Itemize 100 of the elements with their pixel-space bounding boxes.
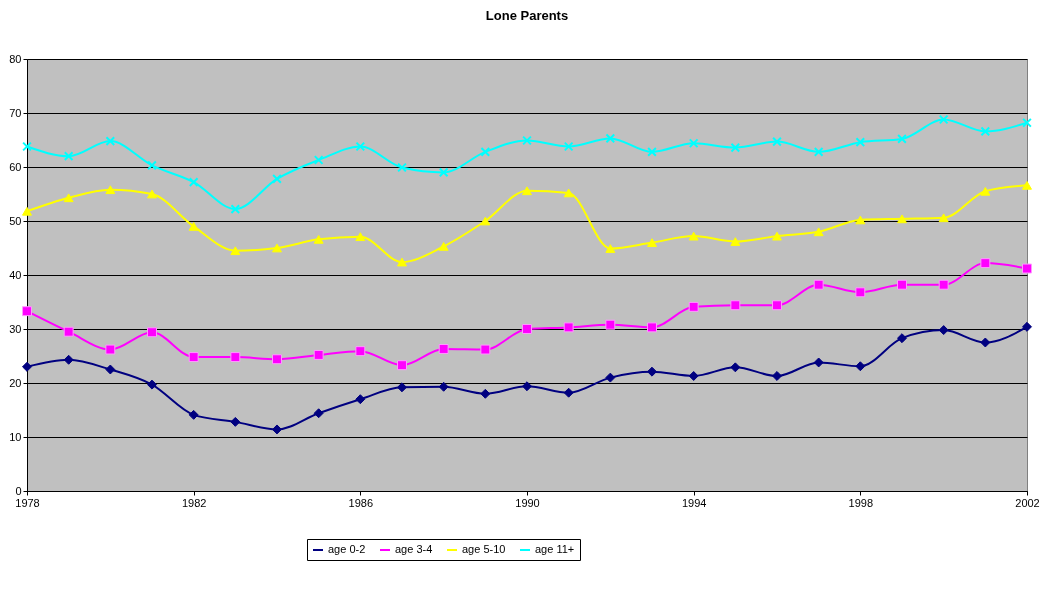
point — [397, 360, 407, 371]
point — [480, 344, 491, 355]
point — [272, 424, 282, 435]
point — [813, 227, 824, 237]
legend-label: age 5-10 — [462, 543, 506, 555]
legend-label: age 3-4 — [395, 543, 433, 555]
point — [730, 237, 741, 246]
point — [230, 416, 241, 427]
point — [688, 301, 699, 312]
point — [563, 141, 574, 152]
point — [522, 324, 532, 334]
point — [772, 136, 782, 147]
point — [980, 337, 991, 348]
point — [1022, 263, 1032, 274]
point — [480, 216, 491, 226]
point — [105, 364, 116, 375]
point — [938, 279, 949, 290]
point — [897, 333, 907, 344]
point — [855, 215, 866, 225]
point — [563, 188, 574, 198]
point — [980, 186, 991, 196]
y-tick-label: 10 — [9, 430, 22, 443]
point — [188, 177, 199, 187]
point — [855, 287, 866, 298]
point — [938, 114, 949, 125]
point — [605, 244, 616, 253]
point — [938, 213, 949, 223]
point — [188, 222, 199, 231]
point — [272, 174, 282, 184]
point — [438, 344, 449, 354]
point — [730, 362, 741, 373]
point — [147, 379, 157, 390]
point — [522, 381, 532, 392]
point — [22, 141, 32, 152]
point — [938, 325, 949, 336]
point — [897, 279, 907, 290]
point — [480, 388, 491, 399]
point — [897, 134, 907, 144]
point — [772, 231, 782, 241]
point — [272, 354, 282, 365]
point — [438, 381, 449, 392]
point — [272, 243, 282, 253]
x-tick-label: 1998 — [848, 496, 874, 509]
point — [647, 238, 657, 247]
x-tick-label: 1990 — [515, 496, 540, 509]
y-tick-label: 80 — [9, 52, 22, 65]
y-tick-label: 30 — [9, 322, 22, 335]
point — [105, 344, 116, 355]
point — [397, 257, 407, 267]
point — [563, 322, 574, 333]
point — [313, 349, 324, 360]
point — [772, 300, 782, 311]
point — [980, 258, 991, 269]
point — [355, 346, 366, 357]
point — [397, 382, 407, 393]
point — [730, 142, 741, 153]
x-tick-label: 1994 — [681, 496, 707, 509]
point — [522, 186, 532, 196]
point — [522, 135, 532, 146]
point — [63, 326, 74, 337]
legend-label: age 0-2 — [328, 543, 366, 555]
point — [188, 409, 199, 420]
point — [813, 147, 824, 157]
point — [147, 327, 157, 338]
point — [22, 206, 32, 216]
y-tick-label: 50 — [9, 214, 22, 227]
y-tick-label: 40 — [9, 268, 22, 281]
y-tick-label: 70 — [9, 106, 22, 119]
point — [688, 231, 699, 241]
point — [397, 162, 407, 173]
point — [897, 214, 907, 224]
point — [647, 147, 657, 157]
point — [563, 387, 574, 398]
point — [105, 185, 116, 195]
point — [855, 361, 866, 372]
point — [605, 319, 616, 330]
point — [480, 147, 491, 157]
x-tick-label: 2002 — [1015, 496, 1040, 509]
y-tick-label: 60 — [9, 160, 22, 173]
point — [147, 160, 157, 171]
point — [855, 137, 866, 148]
point — [105, 136, 116, 146]
point — [188, 352, 199, 363]
point — [1022, 180, 1032, 190]
point — [355, 232, 366, 242]
point — [688, 371, 699, 381]
point — [63, 193, 74, 203]
point — [1022, 321, 1032, 332]
x-tick-label: 1978 — [15, 496, 40, 509]
point — [230, 204, 241, 214]
point — [230, 352, 241, 363]
point — [438, 167, 449, 178]
x-tick-label: 1982 — [181, 496, 207, 509]
point — [313, 234, 324, 244]
y-tick-label: 20 — [9, 376, 22, 389]
point — [22, 306, 32, 317]
point — [605, 372, 616, 383]
point — [647, 366, 657, 377]
point — [147, 189, 157, 199]
point — [63, 151, 74, 162]
